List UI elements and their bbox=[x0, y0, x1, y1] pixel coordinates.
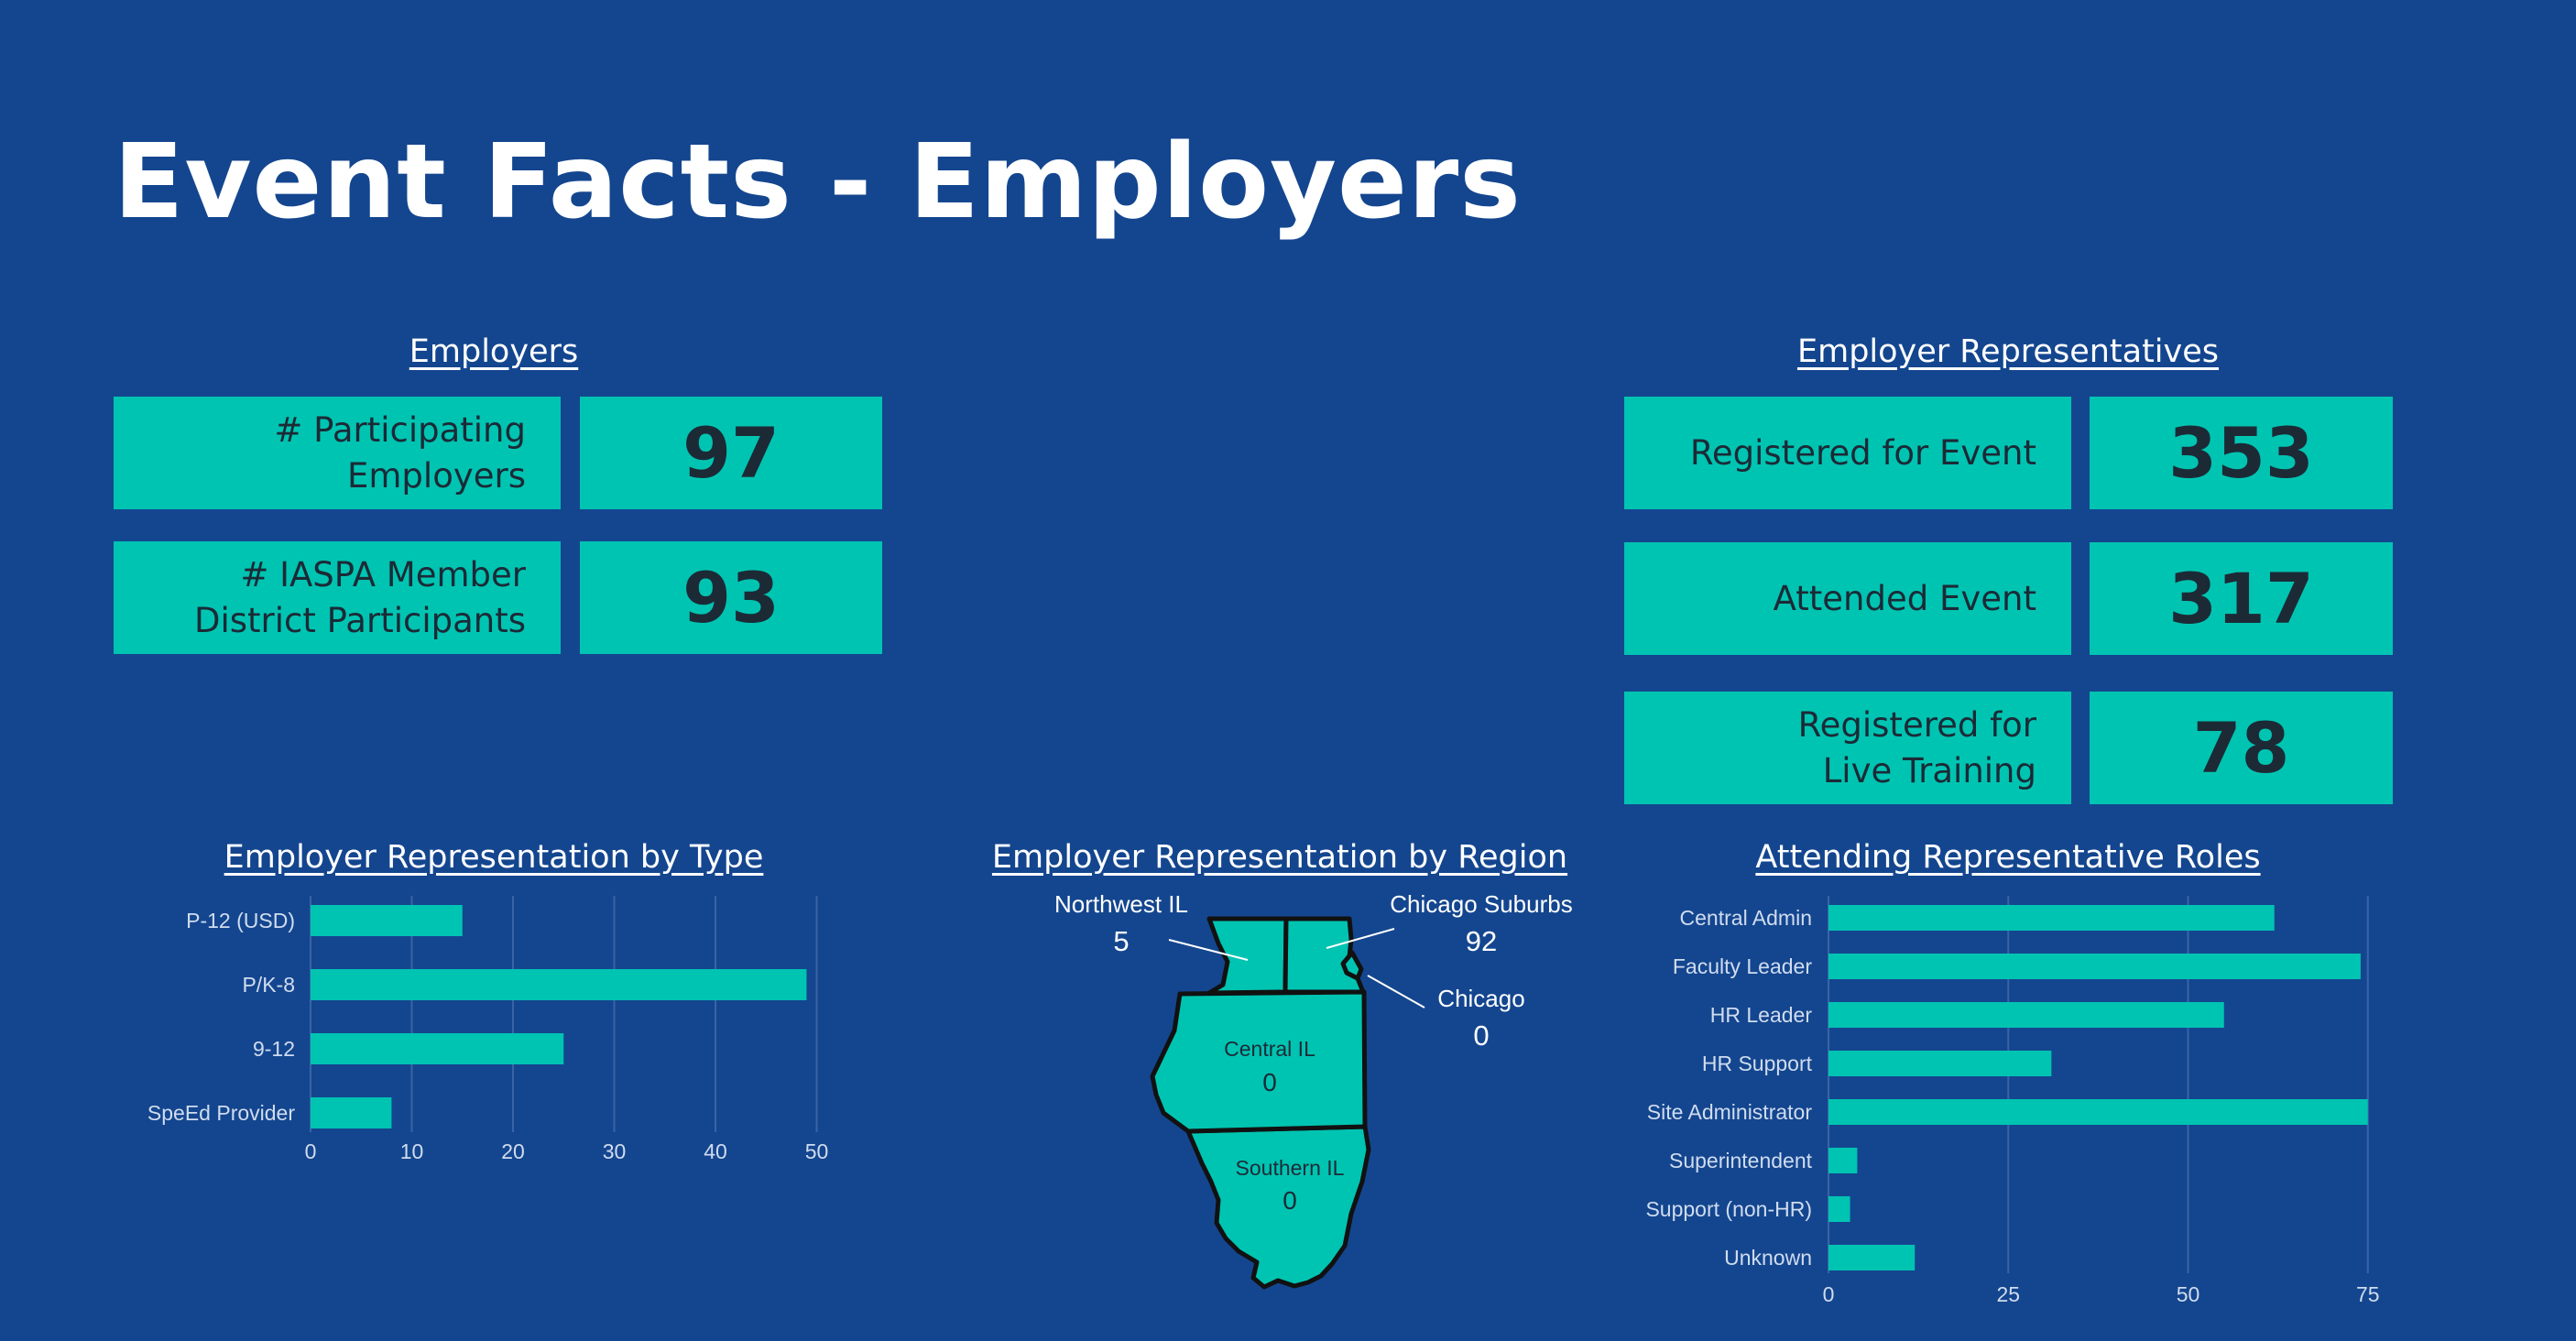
representatives-heading: Employer Representatives bbox=[1796, 333, 2220, 370]
type-x-tick-label: 20 bbox=[501, 1139, 525, 1163]
roles-bar bbox=[1828, 1245, 1916, 1270]
type-category-label: P-12 (USD) bbox=[186, 909, 295, 932]
type-bar bbox=[311, 1097, 392, 1128]
roles-bar bbox=[1828, 1196, 1850, 1222]
roles-bar bbox=[1828, 1148, 1858, 1173]
roles-x-tick-label: 50 bbox=[2177, 1282, 2200, 1306]
roles-bar bbox=[1828, 905, 2275, 931]
type-category-label: SpeEd Provider bbox=[147, 1101, 295, 1125]
region-name-central: Central IL bbox=[1224, 1037, 1315, 1061]
roles-chart-title: Attending Representative Roles bbox=[1755, 839, 2261, 876]
attended-event-value: 317 bbox=[2090, 542, 2393, 655]
live-training-label: Registered for Live Training bbox=[1624, 692, 2071, 804]
roles-x-tick-label: 25 bbox=[1996, 1282, 2020, 1306]
page-title: Event Facts - Employers bbox=[114, 123, 1522, 242]
roles-category-label: Faculty Leader bbox=[1673, 954, 1812, 978]
roles-category-label: Unknown bbox=[1724, 1246, 1812, 1270]
region-name-southern: Southern IL bbox=[1236, 1156, 1345, 1180]
roles-bar bbox=[1828, 1099, 2368, 1125]
region-name-chicago: Chicago bbox=[1437, 985, 1524, 1012]
roles-category-label: Central Admin bbox=[1680, 906, 1812, 930]
region-southern-il bbox=[1185, 1124, 1371, 1290]
member-district-label: # IASPA Member District Participants bbox=[114, 541, 561, 654]
type-bar bbox=[311, 969, 807, 1000]
participating-employers-value: 97 bbox=[580, 397, 882, 509]
region-value-southern: 0 bbox=[1283, 1186, 1297, 1215]
region-chicago bbox=[1340, 950, 1364, 981]
roles-bar bbox=[1828, 954, 2361, 979]
type-x-tick-label: 30 bbox=[603, 1139, 627, 1163]
region-value-central: 0 bbox=[1262, 1068, 1277, 1096]
roles-category-label: Site Administrator bbox=[1647, 1100, 1813, 1124]
type-bar bbox=[311, 1033, 564, 1064]
region-value-northwest: 5 bbox=[1113, 925, 1129, 957]
region-map-title: Employer Representation by Region bbox=[991, 839, 1568, 876]
roles-x-tick-label: 0 bbox=[1823, 1282, 1835, 1306]
type-bar bbox=[311, 905, 463, 936]
registered-event-label: Registered for Event bbox=[1624, 397, 2071, 509]
participating-employers-label: # Participating Employers bbox=[114, 397, 561, 509]
type-x-tick-label: 40 bbox=[704, 1139, 727, 1163]
roles-bar bbox=[1828, 1002, 2224, 1028]
region-value-suburbs: 92 bbox=[1466, 925, 1497, 957]
region-value-chicago: 0 bbox=[1473, 1019, 1489, 1052]
type-category-label: P/K-8 bbox=[242, 973, 295, 997]
roles-bar bbox=[1828, 1051, 2052, 1076]
attended-event-label: Attended Event bbox=[1624, 542, 2071, 655]
roles-x-tick-label: 75 bbox=[2356, 1282, 2380, 1306]
member-district-value: 93 bbox=[580, 541, 882, 654]
type-category-label: 9-12 bbox=[253, 1037, 295, 1061]
roles-category-label: Superintendent bbox=[1669, 1149, 1813, 1172]
type-x-tick-label: 10 bbox=[400, 1139, 424, 1163]
roles-category-label: HR Leader bbox=[1710, 1003, 1813, 1027]
region-central-il bbox=[1150, 989, 1368, 1134]
roles-category-label: HR Support bbox=[1702, 1052, 1813, 1075]
region-name-suburbs: Chicago Suburbs bbox=[1390, 890, 1572, 918]
type-x-tick-label: 0 bbox=[305, 1139, 317, 1163]
live-training-value: 78 bbox=[2090, 692, 2393, 804]
registered-event-value: 353 bbox=[2090, 397, 2393, 509]
type-x-tick-label: 50 bbox=[805, 1139, 829, 1163]
type-chart-title: Employer Representation by Type bbox=[224, 839, 764, 876]
employers-heading: Employers bbox=[409, 333, 579, 370]
region-name-northwest: Northwest IL bbox=[1054, 890, 1188, 918]
region-northwest-il bbox=[1206, 916, 1289, 996]
roles-category-label: Support (non-HR) bbox=[1645, 1197, 1812, 1221]
